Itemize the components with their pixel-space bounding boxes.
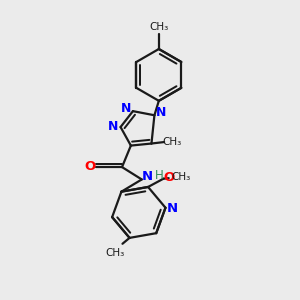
Text: N: N (156, 106, 166, 119)
Text: H: H (154, 169, 163, 182)
Text: O: O (84, 160, 96, 173)
Text: CH₃: CH₃ (171, 172, 191, 182)
Text: N: N (121, 102, 132, 115)
Text: O: O (164, 171, 175, 184)
Text: N: N (142, 170, 153, 183)
Text: CH₃: CH₃ (105, 248, 124, 259)
Text: CH₃: CH₃ (149, 22, 169, 32)
Text: N: N (108, 120, 118, 133)
Text: CH₃: CH₃ (163, 137, 182, 147)
Text: N: N (167, 202, 178, 215)
